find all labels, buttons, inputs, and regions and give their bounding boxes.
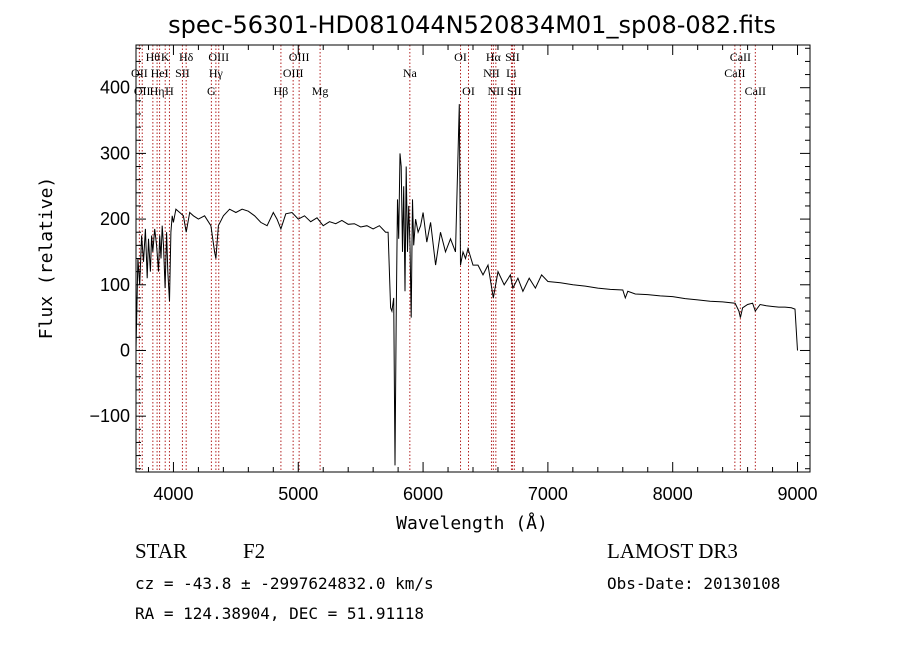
spectral-line-label: OIII (208, 50, 229, 64)
y-tick-label: −100 (89, 406, 130, 426)
x-axis-ticks: 4000 5000 6000 7000 8000 9000 (147, 45, 818, 504)
x-tick-label: 8000 (653, 484, 693, 504)
spectrum-series-line (135, 104, 798, 466)
spectral-line-label: Na (403, 66, 418, 80)
spectral-line-label: OII (131, 66, 148, 80)
observation-date: Obs-Date: 20130108 (607, 574, 780, 593)
spectral-line-label: NII (483, 66, 500, 80)
spectral-line-label: Hα (486, 50, 502, 64)
spectral-line-label: SII (175, 66, 190, 80)
y-tick-label: 300 (100, 143, 130, 163)
spectral-line-label: Li (506, 66, 517, 80)
x-tick-label: 9000 (777, 484, 817, 504)
x-tick-label: 6000 (403, 484, 443, 504)
spectral-line-label: CaII (730, 50, 751, 64)
spectral-line-label: OIII (289, 50, 310, 64)
spectrum-info: STAR F2 cz = -43.8 ± -2997624832.0 km/s … (135, 539, 780, 623)
spectral-line-label: CaII (724, 66, 745, 80)
spectral-line-label: Hδ (179, 50, 194, 64)
y-axis-ticks: −100 0 100 200 300 400 (89, 47, 810, 470)
spectral-line-label: Mg (312, 84, 329, 98)
chart-title: spec-56301-HD081044N520834M01_sp08-082.f… (168, 11, 776, 39)
x-tick-label: 7000 (528, 484, 568, 504)
spectral-line-label: OIII (283, 66, 304, 80)
spectral-line-label: Hβ (274, 84, 289, 98)
spectral-line-label: SII (507, 84, 522, 98)
y-tick-label: 400 (100, 78, 130, 98)
x-tick-label: 4000 (153, 484, 193, 504)
spectral-line-label: SII (505, 50, 520, 64)
x-axis-label: Wavelength (Å) (396, 512, 548, 534)
spectral-line-label: NII (488, 84, 505, 98)
spectral-line-label: OI (462, 84, 475, 98)
y-tick-label: 200 (100, 209, 130, 229)
y-axis-label: Flux (relative) (36, 177, 57, 340)
spectral-line-label: Hγ (209, 66, 224, 80)
spectral-line-labels: OIIOIIHθHηHeIKHSIIHδGHγOIIIHβOIIIOIIIMgN… (131, 50, 766, 98)
y-tick-label: 0 (120, 340, 130, 360)
coordinates-readout: RA = 124.38904, DEC = 51.91118 (135, 604, 424, 623)
spectral-line-label: G (207, 84, 216, 98)
spectral-line-label: Hθ (146, 50, 161, 64)
redshift-readout: cz = -43.8 ± -2997624832.0 km/s (135, 574, 434, 593)
y-tick-label: 100 (100, 275, 130, 295)
spectral-line-label: K (161, 50, 170, 64)
survey-name: LAMOST DR3 (607, 539, 738, 563)
spectral-line-label: HeI (151, 66, 169, 80)
spectral-line-label: H (165, 84, 174, 98)
spectral-line-markers (138, 45, 756, 472)
object-subclass: F2 (243, 539, 265, 563)
object-class: STAR (135, 539, 187, 563)
plot-frame (135, 44, 811, 473)
spectral-line-label: Hη (150, 84, 165, 98)
x-tick-label: 5000 (278, 484, 318, 504)
spectral-line-label: CaII (745, 84, 766, 98)
spectral-line-label: OI (454, 50, 467, 64)
